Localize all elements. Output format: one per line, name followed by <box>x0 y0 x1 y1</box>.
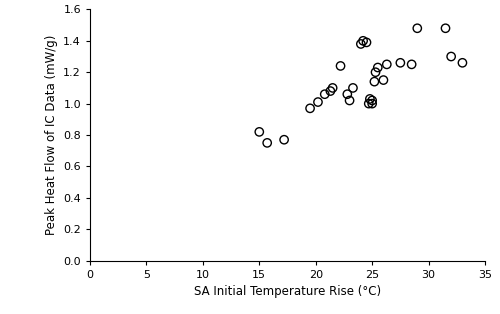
Point <box>362 40 370 45</box>
Point <box>380 78 388 83</box>
Point <box>357 41 365 46</box>
Point <box>263 140 271 145</box>
Point <box>326 89 334 94</box>
Point <box>336 63 344 68</box>
Point <box>344 92 351 97</box>
Point <box>365 101 373 106</box>
Point <box>366 96 374 101</box>
Point <box>458 60 466 65</box>
Point <box>372 70 380 75</box>
Y-axis label: Peak Heat Flow of IC Data (mW/g): Peak Heat Flow of IC Data (mW/g) <box>44 35 58 235</box>
Point <box>374 65 382 70</box>
Point <box>328 85 336 90</box>
Point <box>320 92 328 97</box>
Point <box>306 106 314 111</box>
Point <box>396 60 404 65</box>
X-axis label: SA Initial Temperature Rise (°C): SA Initial Temperature Rise (°C) <box>194 285 381 298</box>
Point <box>359 38 367 43</box>
Point <box>383 62 391 67</box>
Point <box>256 129 264 134</box>
Point <box>368 101 376 106</box>
Point <box>349 85 357 90</box>
Point <box>408 62 416 67</box>
Point <box>314 100 322 105</box>
Point <box>447 54 455 59</box>
Point <box>442 26 450 31</box>
Point <box>414 26 422 31</box>
Point <box>346 98 354 103</box>
Point <box>368 98 376 103</box>
Point <box>280 137 288 142</box>
Point <box>370 79 378 84</box>
